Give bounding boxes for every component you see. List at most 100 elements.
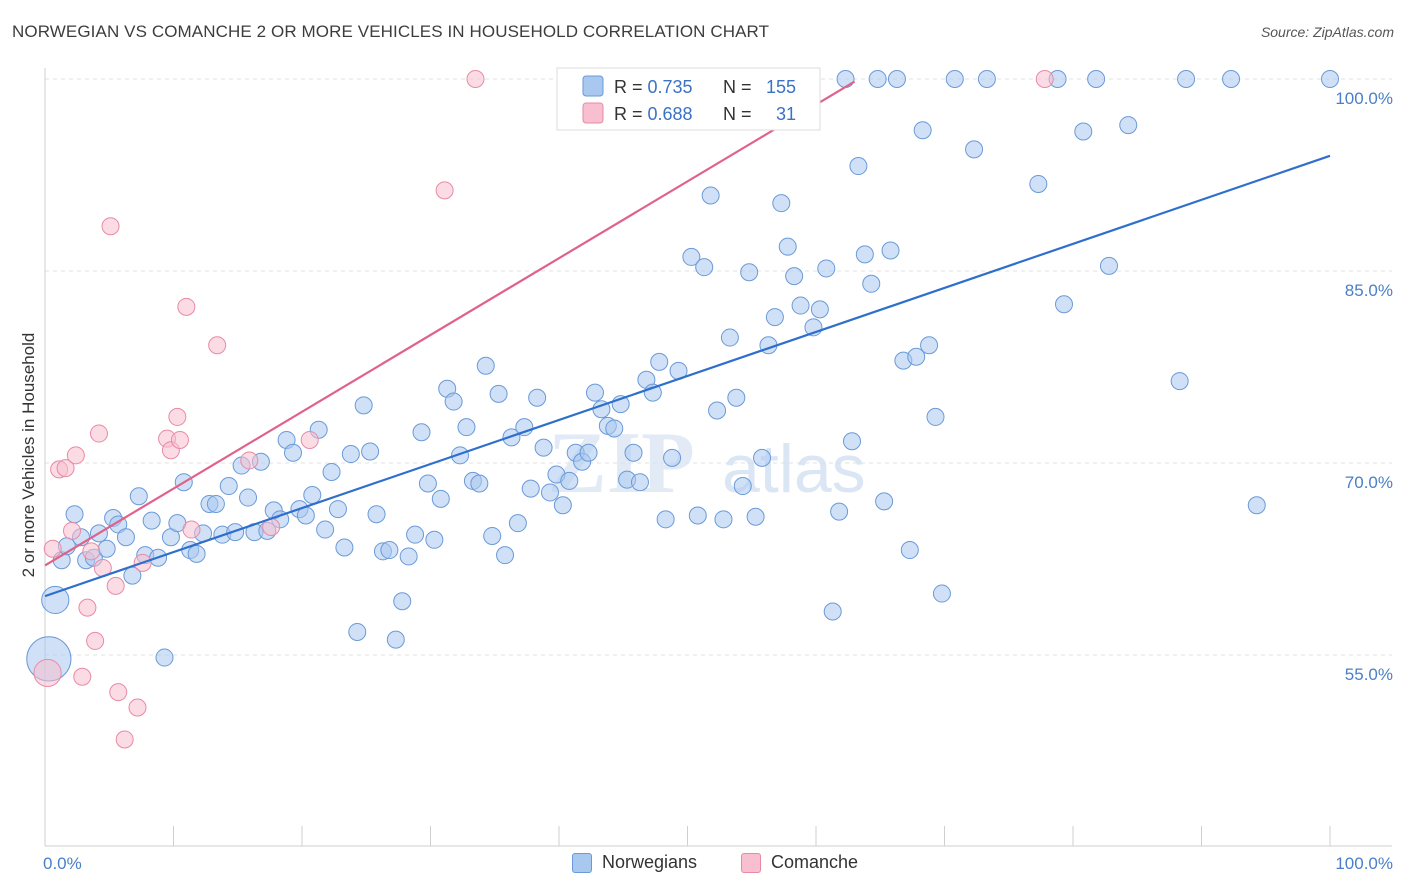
norwegians-point-41 xyxy=(303,486,322,504)
y-tick-label-1: 70.0% xyxy=(1345,473,1393,492)
legend-r-label-2: R = xyxy=(614,104,648,124)
norwegians-point-116 xyxy=(785,267,804,286)
norwegians-point-146 xyxy=(1074,122,1093,141)
comanche-point-16 xyxy=(128,698,147,717)
norwegians-point-141 xyxy=(965,140,984,159)
comanche-point-20 xyxy=(168,407,187,426)
norwegians-point-105 xyxy=(714,510,733,529)
trend-line-norwegians xyxy=(44,154,1331,598)
norwegians-point-67 xyxy=(470,474,489,493)
norwegians-point-145 xyxy=(1055,295,1074,314)
norwegians-point-114 xyxy=(772,194,791,213)
comanche-point-24 xyxy=(208,336,227,355)
norwegians-point-125 xyxy=(842,432,861,451)
legend-n-value-2: 31 xyxy=(776,104,796,124)
norwegians-point-100 xyxy=(682,247,701,266)
legend-r-label-1: R = xyxy=(614,77,648,97)
axes xyxy=(44,68,1392,847)
source-credit: Source: ZipAtlas.com xyxy=(1260,24,1394,40)
norwegians-point-127 xyxy=(855,245,874,264)
grid-lines xyxy=(45,78,1392,656)
norwegians-point-147 xyxy=(1087,70,1106,88)
comanche-point-28 xyxy=(435,181,454,200)
series-norwegians xyxy=(26,70,1339,682)
norwegians-point-38 xyxy=(284,443,303,462)
norwegians-point-54 xyxy=(386,630,405,649)
norwegians-point-128 xyxy=(862,274,881,293)
comanche-point-29 xyxy=(466,70,485,88)
norwegians-point-95 xyxy=(650,352,669,371)
norwegians-point-55 xyxy=(393,592,412,611)
norwegians-point-23 xyxy=(187,544,206,563)
norwegians-point-122 xyxy=(823,602,842,621)
x-tick-label-min: 0.0% xyxy=(43,854,82,873)
norwegians-point-78 xyxy=(541,483,560,502)
norwegians-point-9 xyxy=(97,539,116,558)
norwegians-point-47 xyxy=(341,445,360,464)
comanche-point-3 xyxy=(56,459,75,478)
norwegians-point-136 xyxy=(913,121,932,140)
norwegians-point-68 xyxy=(476,356,495,375)
norwegians-point-46 xyxy=(335,538,354,557)
comanche-point-21 xyxy=(170,430,189,449)
norwegians-point-56 xyxy=(399,547,418,566)
legend-swatch-norwegians xyxy=(582,75,604,97)
norwegians-point-31 xyxy=(239,488,258,507)
norwegians-point-65 xyxy=(457,418,476,437)
norwegians-point-126 xyxy=(849,157,868,176)
norwegians-point-115 xyxy=(778,237,797,256)
legend-item-comanche: Comanche xyxy=(741,852,858,873)
norwegians-point-129 xyxy=(868,70,887,88)
comanche-point-0 xyxy=(33,658,62,688)
norwegians-point-108 xyxy=(733,477,752,496)
comanche-point-4 xyxy=(62,521,81,540)
norwegians-point-97 xyxy=(663,448,682,467)
norwegians-point-43 xyxy=(316,520,335,539)
comanche-point-30 xyxy=(1035,70,1054,88)
norwegians-point-48 xyxy=(348,622,367,641)
norwegians-point-132 xyxy=(887,70,906,88)
comanche-point-9 xyxy=(86,631,105,650)
norwegians-point-120 xyxy=(810,300,829,319)
legend-box: R = 0.735 N = 155 R = 0.688 N = 31 xyxy=(556,67,821,131)
legend-swatch-comanche xyxy=(582,102,604,124)
norwegians-point-109 xyxy=(740,263,759,282)
norwegians-point-1 xyxy=(41,585,70,615)
norwegians-point-51 xyxy=(367,505,386,524)
comanche-point-5 xyxy=(66,446,85,465)
y-tick-labels: 55.0% 70.0% 85.0% 100.0% xyxy=(1335,89,1393,684)
norwegians-point-154 xyxy=(1321,70,1339,88)
norwegians-point-50 xyxy=(361,442,380,461)
norwegians-point-73 xyxy=(508,514,527,533)
comanche-point-12 xyxy=(101,217,120,236)
comanche-point-1 xyxy=(43,539,62,558)
norwegians-point-110 xyxy=(746,507,765,526)
legend-n-value-1: 155 xyxy=(766,77,796,97)
norwegians-point-80 xyxy=(553,496,572,515)
svg-text:R = 0.688: R = 0.688 xyxy=(614,104,693,124)
comanche-point-15 xyxy=(115,730,134,749)
norwegians-point-14 xyxy=(129,487,148,506)
norwegians-point-152 xyxy=(1222,70,1241,88)
x-tick-labels: 0.0% 100.0% xyxy=(43,854,1393,873)
norwegians-point-135 xyxy=(907,347,926,366)
chart-title: NORWEGIAN VS COMANCHE 2 OR MORE VEHICLES… xyxy=(12,22,770,41)
norwegians-point-61 xyxy=(431,489,450,508)
svg-text:R = 0.735: R = 0.735 xyxy=(614,77,693,97)
norwegians-point-107 xyxy=(727,388,746,407)
comanche-point-22 xyxy=(177,297,196,316)
norwegians-point-153 xyxy=(1247,496,1266,515)
norwegians-point-104 xyxy=(708,401,727,420)
norwegians-point-151 xyxy=(1177,70,1196,88)
norwegians-point-77 xyxy=(534,438,553,457)
comanche-point-13 xyxy=(106,576,125,595)
x-tick-label-max: 100.0% xyxy=(1335,854,1393,873)
norwegians-point-103 xyxy=(701,186,720,205)
y-tick-label-2: 85.0% xyxy=(1345,281,1393,300)
norwegians-point-59 xyxy=(418,474,437,493)
norwegians-point-142 xyxy=(977,70,996,88)
norwegians-point-57 xyxy=(406,525,425,544)
norwegians-point-140 xyxy=(945,70,964,88)
norwegians-point-111 xyxy=(753,448,772,467)
